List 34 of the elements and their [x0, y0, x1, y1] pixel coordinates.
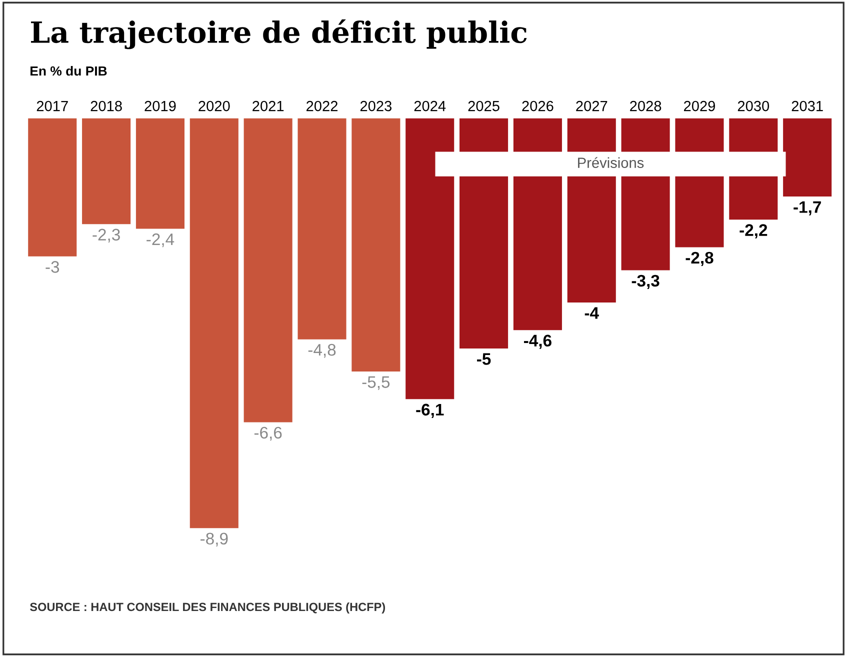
data-label: -2,3: [92, 228, 120, 243]
data-label: -1,7: [794, 201, 821, 216]
data-label: -2,8: [686, 252, 714, 266]
chart-subtitle: En % du PIB: [30, 66, 107, 76]
x-tick-label: 2018: [90, 100, 122, 112]
data-label: -8,9: [200, 532, 228, 547]
data-label: -4,6: [524, 334, 552, 349]
data-label: -3,3: [632, 274, 660, 290]
x-tick-label: 2019: [144, 100, 176, 112]
x-tick-label: 2022: [306, 100, 338, 112]
x-tick-label: 2017: [36, 100, 68, 112]
annotation: Prévisions: [578, 157, 644, 168]
data-label: -2,4: [146, 233, 174, 248]
data-label: -4,8: [308, 344, 336, 358]
chart-title: La trajectoire de déficit public: [31, 19, 527, 50]
x-tick-label: 2020: [198, 100, 230, 112]
data-label: -4: [584, 307, 599, 319]
data-label: -6,6: [254, 426, 282, 441]
x-tick-label: 2031: [792, 100, 823, 112]
x-tick-label: 2025: [468, 100, 500, 112]
x-tick-label: 2029: [684, 100, 716, 112]
x-tick-label: 2026: [522, 100, 554, 112]
data-label: -2,2: [740, 224, 768, 238]
data-label: -5,5: [362, 376, 390, 390]
x-tick-label: 2021: [252, 100, 284, 112]
x-tick-label: 2023: [360, 100, 392, 112]
x-tick-label: 2024: [414, 100, 446, 112]
source-note: SOURCE : HAUT CONSEIL DES FINANCES PUBLIQUES (HCFP): [30, 602, 385, 614]
x-tick-label: 2027: [576, 100, 608, 112]
x-tick-label: 2028: [630, 100, 662, 112]
data-label: -6,1: [416, 404, 444, 418]
data-label: -5: [477, 353, 491, 365]
data-label: -3: [46, 261, 60, 273]
x-tick-label: 2030: [738, 100, 770, 112]
